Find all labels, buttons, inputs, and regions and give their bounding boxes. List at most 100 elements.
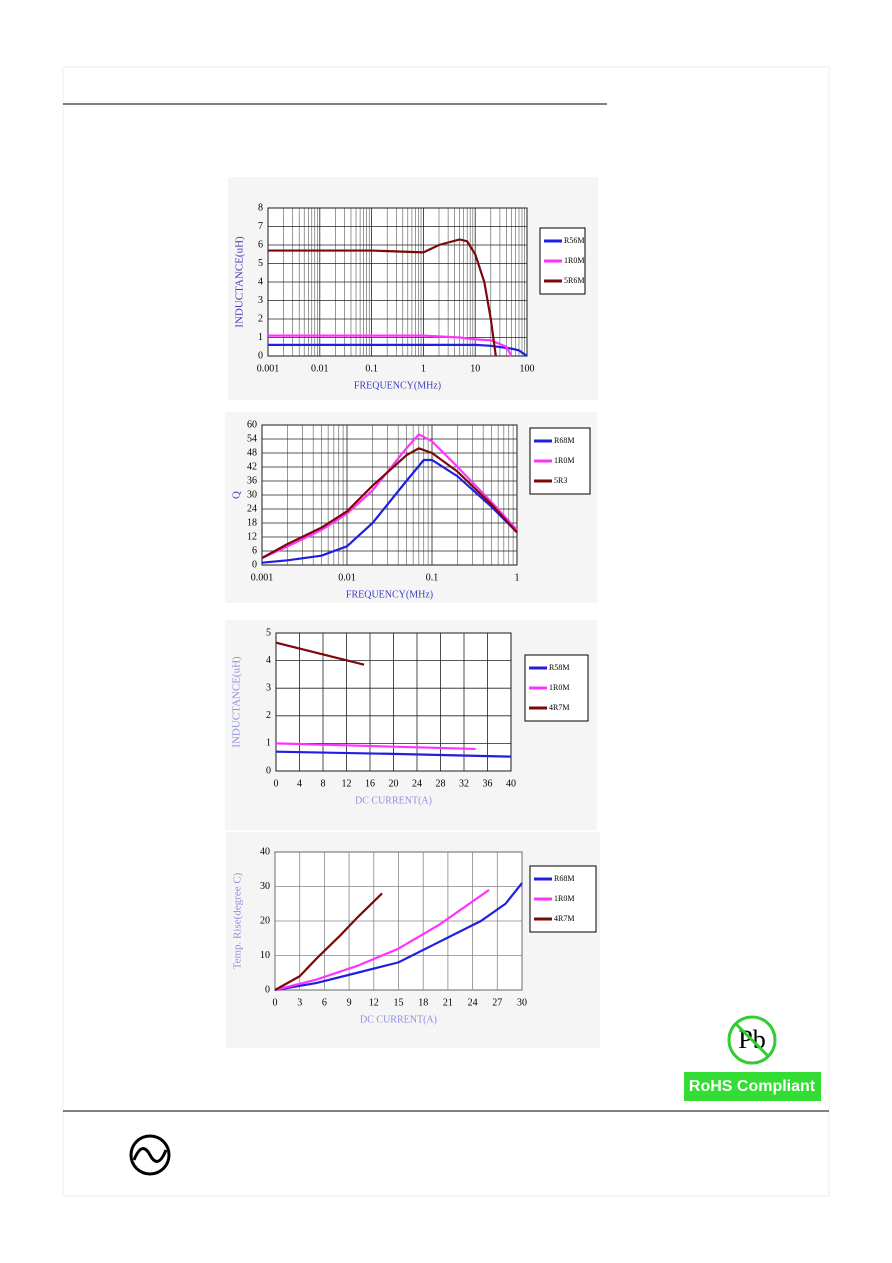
series-line	[274, 892, 383, 991]
y-tick-label: 3	[266, 682, 271, 693]
y-tick-label: 4	[266, 655, 271, 666]
y-axis-label: Temp. Rise(degree C)	[232, 872, 244, 969]
x-tick-label: 12	[369, 997, 379, 1008]
legend-label: 1R0M	[564, 256, 584, 265]
x-tick-label: 15	[394, 997, 404, 1008]
y-tick-label: 2	[258, 313, 263, 324]
x-tick-label: 21	[443, 997, 453, 1008]
series-line	[274, 889, 490, 992]
series-line	[268, 334, 513, 357]
y-tick-label: 10	[260, 950, 270, 961]
x-tick-label: 18	[418, 997, 428, 1008]
legend-label: R68M	[554, 436, 574, 445]
x-tick-label: 20	[389, 778, 399, 789]
legend-label: 5R6M	[564, 276, 584, 285]
y-tick-label: 7	[258, 221, 263, 232]
x-tick-label: 24	[412, 778, 422, 789]
x-tick-label: 16	[365, 778, 375, 789]
y-tick-label: 3	[258, 295, 263, 306]
y-tick-label: 24	[247, 503, 257, 514]
legend-label: 4R7M	[549, 703, 569, 712]
y-tick-label: 1	[258, 332, 263, 343]
y-tick-label: 20	[260, 915, 270, 926]
rohs-label: RoHS Compliant	[689, 1078, 816, 1095]
logo	[129, 1134, 171, 1176]
legend-label: 4R7M	[554, 914, 574, 923]
x-tick-label: 0.1	[365, 363, 378, 374]
x-tick-label: 3	[297, 997, 302, 1008]
x-tick-label: 4	[297, 778, 302, 789]
series-line	[268, 343, 528, 357]
x-tick-label: 24	[468, 997, 478, 1008]
frame	[62, 66, 830, 1197]
x-tick-label: 36	[483, 778, 493, 789]
y-tick-label: 60	[247, 419, 257, 430]
y-axis-label: INDUCTANCE(uH)	[231, 656, 243, 748]
legend-label: R58M	[549, 663, 569, 672]
x-tick-label: 0	[273, 997, 278, 1008]
x-tick-label: 0.001	[251, 572, 274, 583]
series-line	[275, 742, 476, 751]
x-tick-label: 0.01	[311, 363, 329, 374]
y-tick-label: 48	[247, 447, 257, 458]
x-tick-label: 0.01	[338, 572, 356, 583]
y-tick-label: 4	[258, 276, 263, 287]
series-line	[275, 641, 365, 666]
x-tick-label: 40	[506, 778, 516, 789]
x-tick-label: 1	[421, 363, 426, 374]
y-tick-label: 12	[247, 531, 257, 542]
series-line	[261, 447, 518, 559]
x-tick-label: 30	[517, 997, 527, 1008]
x-tick-label: 10	[470, 363, 480, 374]
x-tick-label: 100	[520, 363, 535, 374]
y-axis-label: Q	[231, 491, 243, 499]
x-tick-label: 12	[342, 778, 352, 789]
x-axis-label: FREQUENCY(MHz)	[346, 589, 433, 600]
y-tick-label: 1	[266, 738, 271, 749]
y-tick-label: 30	[260, 881, 270, 892]
x-tick-label: 28	[436, 778, 446, 789]
x-tick-label: 0.1	[426, 572, 439, 583]
y-axis-label: INDUCTANCE(uH)	[234, 236, 246, 328]
y-tick-label: 0	[266, 765, 271, 776]
y-tick-label: 2	[266, 710, 271, 721]
y-tick-label: 0	[265, 984, 270, 995]
x-axis-label: DC CURRENT(A)	[360, 1014, 437, 1025]
y-tick-label: 5	[266, 627, 271, 638]
y-tick-label: 42	[247, 461, 257, 472]
legend-label: R68M	[554, 874, 574, 883]
series-line	[261, 432, 518, 560]
y-tick-label: 5	[258, 258, 263, 269]
legend-label: 1R0M	[554, 894, 574, 903]
y-tick-label: 36	[247, 475, 257, 486]
x-axis-label: FREQUENCY(MHz)	[354, 380, 441, 391]
x-tick-label: 9	[347, 997, 352, 1008]
x-tick-label: 8	[321, 778, 326, 789]
series-line	[275, 750, 512, 758]
x-tick-label: 0	[274, 778, 279, 789]
pb-free-badge: Pb RoHS Compliant	[684, 1015, 821, 1101]
y-tick-label: 18	[247, 517, 257, 528]
series-line	[268, 238, 497, 357]
y-tick-label: 0	[258, 350, 263, 361]
legend-label: 5R3	[554, 476, 567, 485]
x-tick-label: 0.001	[257, 363, 280, 374]
y-tick-label: 54	[247, 433, 257, 444]
series-line	[261, 458, 518, 564]
x-tick-label: 1	[515, 572, 520, 583]
series-line	[274, 882, 523, 992]
y-tick-label: 6	[252, 545, 257, 556]
y-tick-label: 8	[258, 202, 263, 213]
y-tick-label: 0	[252, 559, 257, 570]
x-tick-label: 6	[322, 997, 327, 1008]
x-tick-label: 32	[459, 778, 469, 789]
legend-label: 1R0M	[554, 456, 574, 465]
y-tick-label: 30	[247, 489, 257, 500]
x-tick-label: 27	[492, 997, 502, 1008]
legend-label: R56M	[564, 236, 584, 245]
y-tick-label: 40	[260, 846, 270, 857]
legend-label: 1R0M	[549, 683, 569, 692]
x-axis-label: DC CURRENT(A)	[355, 795, 432, 806]
